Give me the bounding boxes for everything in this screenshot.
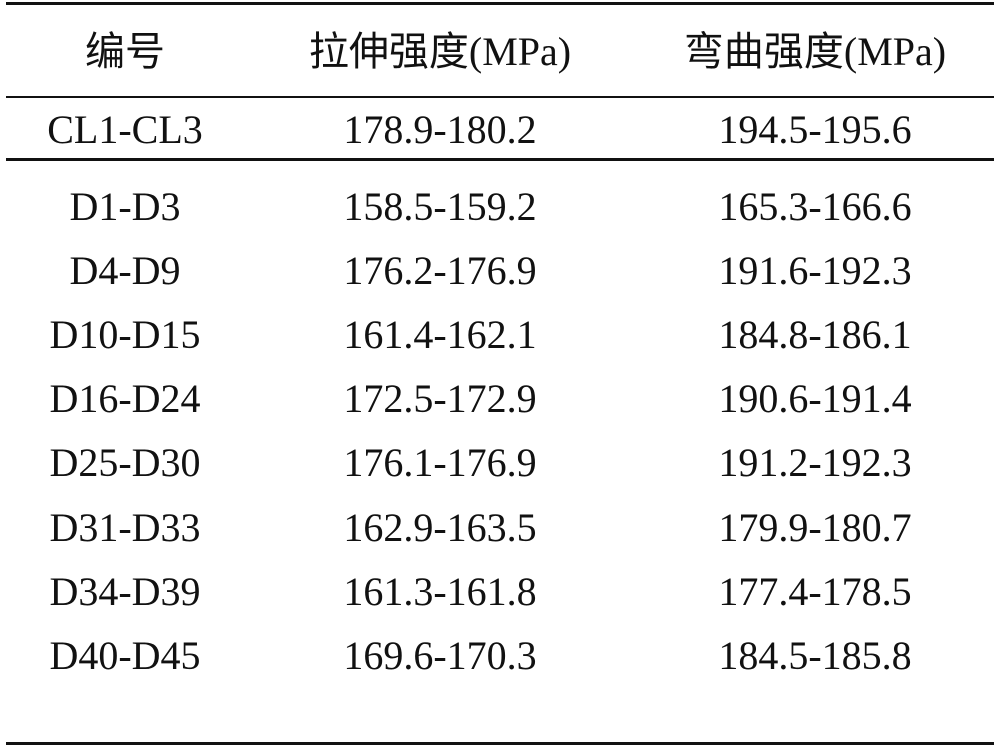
table-cell: D1-D3: [69, 184, 181, 229]
table-cell: 191.6-192.3: [718, 248, 912, 294]
table-cell: 176.2-176.9: [343, 248, 537, 294]
table-cell: D34-D39: [49, 568, 201, 614]
header-rule: [6, 96, 994, 98]
table-cell: 194.5-195.6: [718, 107, 912, 152]
table-cell: D40-D45: [49, 632, 201, 678]
table-cell: 184.5-185.8: [718, 632, 912, 678]
table-cell: 158.5-159.2: [343, 184, 537, 229]
header-cell: 编号: [85, 29, 165, 74]
table-cell: 184.8-186.1: [718, 312, 912, 358]
bottom-rule: [6, 742, 994, 745]
table-cell: CL1-CL3: [47, 107, 203, 152]
table-cell: 165.3-166.6: [718, 184, 912, 229]
table-cell: 190.6-191.4: [718, 376, 912, 422]
header-cell: 拉伸强度(MPa): [308, 29, 572, 74]
table-cell: 161.4-162.1: [343, 312, 537, 358]
table-cell: D25-D30: [49, 440, 201, 486]
top-rule: [6, 2, 994, 5]
table-cell: D16-D24: [49, 376, 201, 422]
table-cell: 172.5-172.9: [343, 376, 537, 422]
header-cell: 弯曲强度(MPa): [683, 29, 947, 74]
table-cell: 169.6-170.3: [343, 632, 537, 678]
table-cell: 176.1-176.9: [343, 440, 537, 486]
table-cell: 191.2-192.3: [718, 440, 912, 486]
table-cell: 178.9-180.2: [343, 107, 537, 152]
table-cell: 162.9-163.5: [343, 504, 537, 550]
table-cell: 177.4-178.5: [718, 568, 912, 614]
table-cell: D31-D33: [49, 504, 201, 550]
table-cell: 179.9-180.7: [718, 504, 912, 550]
table-cell: D4-D9: [69, 248, 181, 294]
table-cell: D10-D15: [49, 312, 201, 358]
group-rule: [6, 158, 994, 161]
table-cell: 161.3-161.8: [343, 568, 537, 614]
